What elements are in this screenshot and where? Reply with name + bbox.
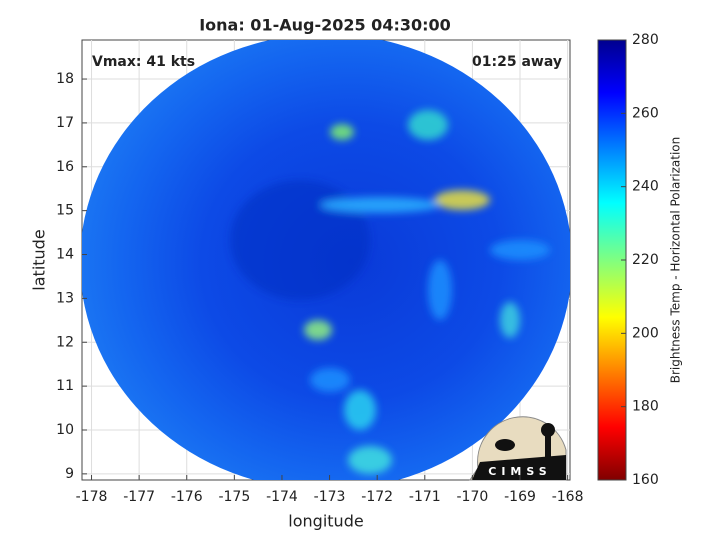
colorbar-label: Brightness Temp - Horizontal Polarizatio… [669, 137, 683, 384]
colorbar-tick-label: 240 [632, 179, 659, 195]
x-tick-label: -170 [457, 489, 489, 505]
y-axis-label: latitude [30, 229, 49, 290]
y-tick-label: 14 [56, 247, 74, 263]
colorbar-tick-label: 200 [632, 325, 659, 341]
x-axis-label: longitude [288, 512, 363, 531]
y-tick-label: 10 [56, 422, 74, 438]
logo-text: CIMSS [488, 465, 551, 478]
x-tick-label: -175 [218, 489, 250, 505]
x-tick-label: -172 [361, 489, 393, 505]
x-tick-label: -178 [76, 489, 108, 505]
x-tick-label: -174 [266, 489, 298, 505]
colorbar-tick-label: 180 [632, 399, 659, 415]
y-tick-label: 11 [56, 378, 74, 394]
y-tick-label: 12 [56, 334, 74, 350]
x-tick-label: -177 [123, 489, 155, 505]
satellite-image [82, 40, 570, 480]
y-tick-label: 16 [56, 159, 74, 175]
colorbar-tick-label: 160 [632, 472, 659, 488]
x-tick-label: -168 [552, 489, 584, 505]
y-tick-label: 15 [56, 203, 74, 219]
colorbar-tick-label: 260 [632, 105, 659, 121]
colorbar-tick-label: 280 [632, 32, 659, 48]
x-tick-label: -173 [314, 489, 346, 505]
time-annotation: 01:25 away [472, 54, 562, 70]
title: Iona: 01-Aug-2025 04:30:00 [199, 16, 451, 35]
vmax-annotation: Vmax: 41 kts [92, 54, 195, 70]
logo: CIMSS [469, 416, 567, 481]
y-tick-label: 13 [56, 290, 74, 306]
x-tick-label: -169 [504, 489, 536, 505]
x-tick-label: -171 [409, 489, 441, 505]
y-tick-label: 17 [56, 115, 74, 131]
colorbar-tick-label: 220 [632, 252, 659, 268]
y-tick-label: 18 [56, 71, 74, 87]
x-tick-label: -176 [171, 489, 203, 505]
y-tick-label: 9 [65, 466, 74, 482]
